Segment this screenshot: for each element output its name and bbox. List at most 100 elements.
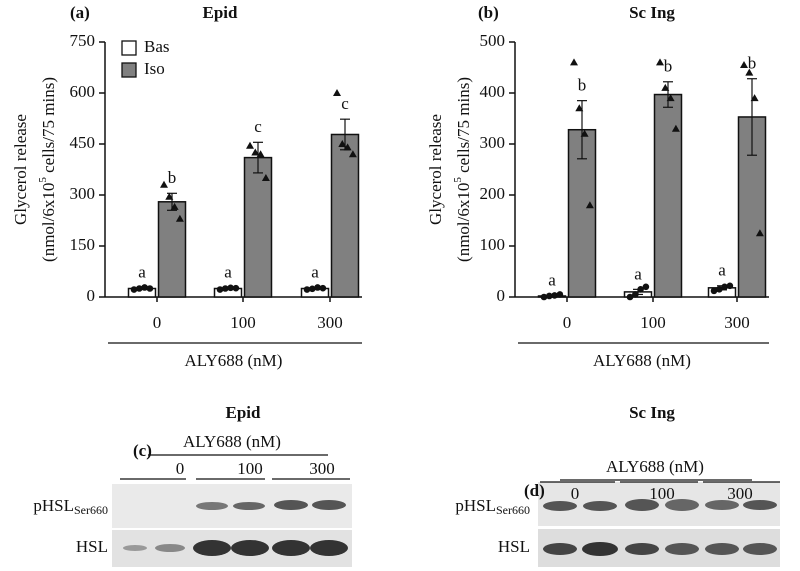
data-point (740, 60, 748, 68)
error-bar (747, 78, 757, 156)
data-point (165, 192, 174, 200)
data-point (261, 174, 270, 181)
significance-letter: b (578, 76, 587, 95)
data-point (575, 104, 584, 112)
y-tick-label: 150 (70, 235, 96, 254)
y-axis-label-line: Glycerol release (426, 114, 445, 225)
y-tick-label: 450 (70, 133, 96, 152)
significance-letter: a (548, 270, 556, 289)
data-point (333, 89, 341, 96)
data-point (632, 291, 639, 298)
data-point (551, 292, 558, 299)
data-point (710, 287, 718, 295)
blot-d (538, 482, 780, 567)
group-label: 300 (727, 484, 753, 503)
y-tick-label: 600 (70, 82, 96, 101)
data-point (755, 229, 764, 237)
significance-letter: a (718, 261, 726, 280)
x-tick-label: 100 (230, 313, 256, 332)
data-point (726, 282, 734, 290)
group-label: 0 (176, 459, 185, 478)
significance-letter: a (311, 262, 319, 281)
data-point (246, 141, 254, 149)
y-tick-label: 200 (480, 184, 506, 203)
x-tick-label: 300 (317, 313, 343, 332)
data-point (130, 286, 138, 293)
y-tick-label: 500 (480, 31, 506, 50)
row-label-main: HSL (76, 537, 108, 556)
legend-label: Iso (144, 59, 165, 78)
data-point (222, 285, 229, 292)
data-point (216, 286, 224, 293)
treatment-label: ALY688 (nM) (183, 432, 281, 451)
blot-strip (538, 529, 780, 567)
y-tick-label: 300 (480, 133, 506, 152)
y-axis-label-line: cells/75 mins) (39, 77, 58, 177)
data-point (303, 286, 311, 293)
data-point (309, 285, 316, 293)
error-bar (253, 141, 263, 174)
data-point (716, 286, 723, 293)
data-point (540, 293, 548, 301)
y-tick-label: 300 (70, 184, 96, 203)
blot-c (112, 484, 352, 567)
blot-title: Epid (226, 403, 262, 422)
y-axis-label-line: (nmol/6x10 (454, 183, 473, 262)
data-point (348, 150, 357, 158)
bar (330, 133, 360, 298)
blot-strip (112, 484, 352, 528)
row-label: pHSLSer660 (33, 496, 108, 517)
data-point (661, 83, 670, 91)
significance-letter: a (138, 262, 146, 281)
y-axis-label-line: (nmol/6x10 (39, 183, 58, 262)
bands (543, 499, 777, 556)
data-point (721, 283, 728, 291)
panel-label: (b) (478, 3, 499, 22)
legend-label: Bas (144, 37, 170, 56)
data-point (745, 68, 754, 76)
group-label: 100 (237, 459, 263, 478)
data-point (343, 143, 352, 151)
data-point (585, 201, 594, 209)
data-point (626, 293, 634, 301)
data-point (338, 140, 347, 147)
panel-label: (c) (133, 441, 152, 460)
significance-letter: a (224, 262, 232, 281)
data-point (580, 129, 589, 137)
data-point (556, 291, 564, 298)
row-label-sub: Ser660 (74, 503, 108, 517)
y-axis-label-sup: 5 (452, 177, 464, 183)
group-label: 100 (649, 484, 675, 503)
x-tick-label: 300 (724, 313, 750, 332)
legend-swatch (121, 40, 137, 56)
data-point (666, 94, 675, 102)
group-label: 300 (309, 459, 335, 478)
row-label: HSL (76, 537, 108, 556)
data-point (546, 292, 553, 300)
significance-letter: b (748, 54, 757, 73)
blot-strip (538, 482, 780, 526)
treatment-label: ALY688 (nM) (606, 457, 704, 476)
data-point (314, 284, 321, 291)
data-point (637, 286, 644, 293)
y-axis-label-line: Glycerol release (11, 114, 30, 225)
y-axis-label: Glycerol release (nmol/6x105 cells/75 min… (426, 77, 473, 262)
data-point (146, 285, 154, 292)
panel-label: (a) (70, 3, 90, 22)
y-tick-label: 750 (70, 31, 96, 50)
data-point (656, 58, 664, 66)
x-tick-label: 0 (563, 313, 572, 332)
y-tick-label: 400 (480, 82, 506, 101)
significance-letter: b (664, 57, 673, 76)
row-label-main: pHSL (455, 496, 496, 515)
data-point (141, 284, 148, 291)
significance-letter: a (634, 264, 642, 283)
y-tick-label: 100 (480, 235, 506, 254)
data-point (642, 283, 650, 291)
data-point (227, 284, 234, 292)
x-tick-label: 0 (153, 313, 162, 332)
significance-letter: b (168, 168, 177, 187)
significance-letter: c (341, 94, 349, 113)
y-axis-label: Glycerol release (nmol/6x105 cells/75 min… (11, 77, 58, 262)
